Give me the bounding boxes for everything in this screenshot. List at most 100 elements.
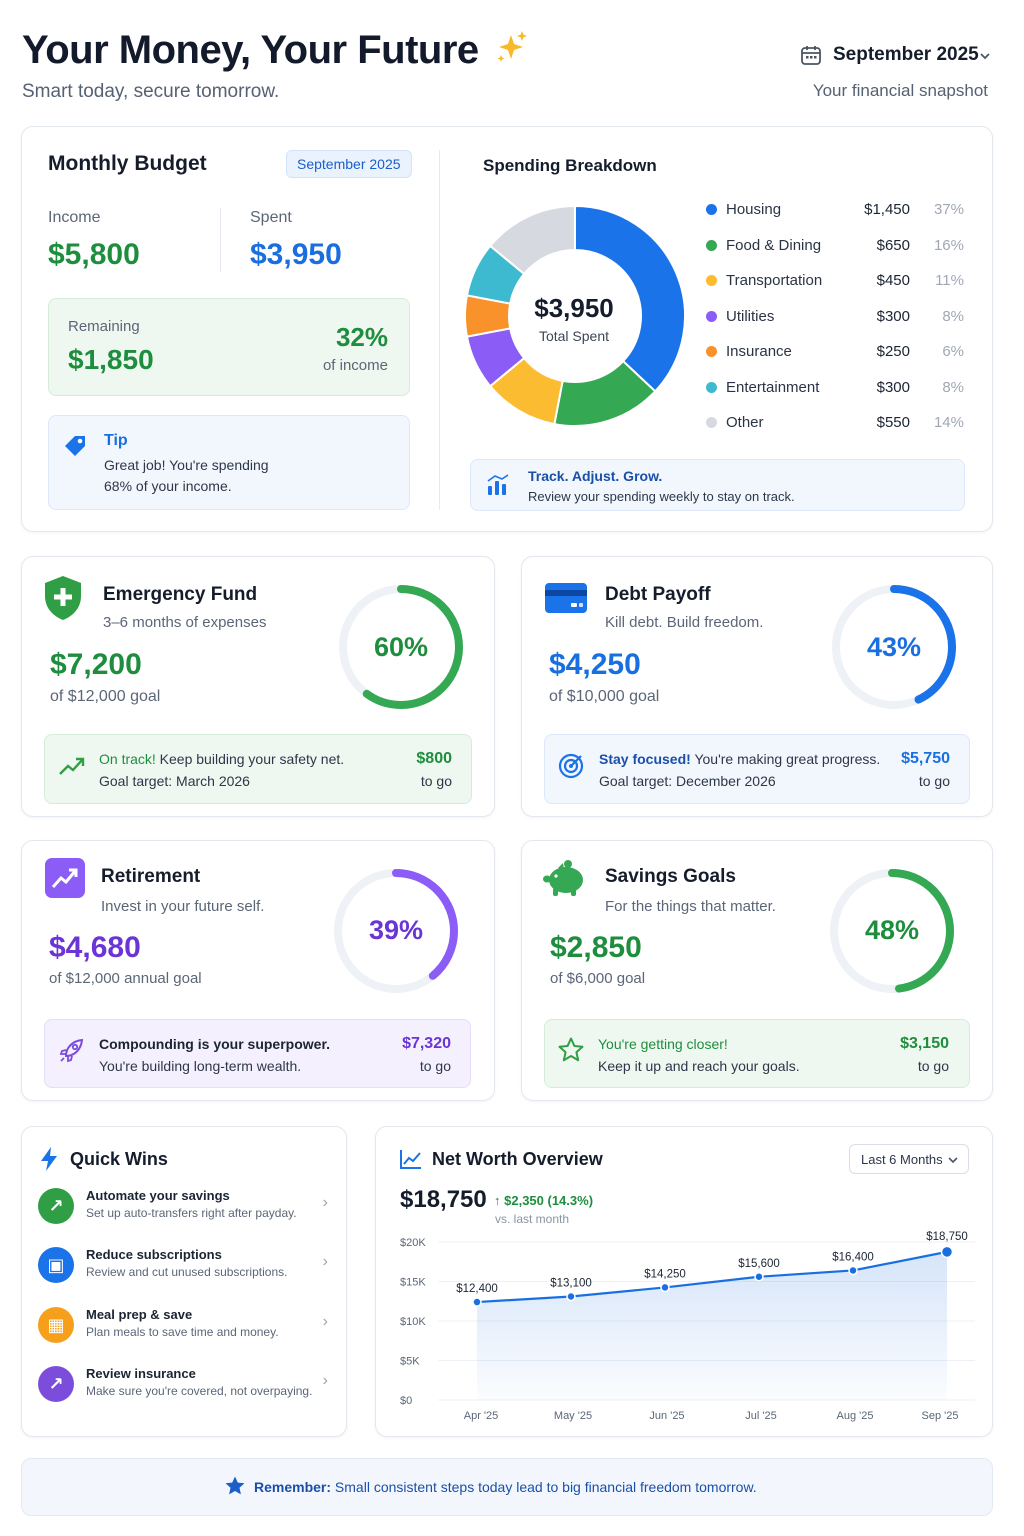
legend-pct: 6% [942, 343, 964, 360]
legend-item: Insurance $250 6% [706, 342, 964, 362]
ring-progress [832, 585, 956, 709]
retirement-subtitle: Invest in your future self. [101, 898, 265, 915]
legend-pct: 37% [933, 201, 964, 218]
legend-name: Other [726, 414, 764, 431]
debt-title: Debt Payoff [605, 584, 711, 605]
legend-item: Transportation $450 11% [706, 271, 964, 291]
legend-name: Entertainment [726, 378, 820, 396]
quick-win-item[interactable]: ▣ Reduce subscriptions Review and cut un… [38, 1243, 334, 1289]
legend-name: Housing [726, 201, 782, 218]
quick-wins-title: Quick Wins [70, 1149, 168, 1169]
quick-win-title: Reduce subscriptions [86, 1247, 222, 1262]
month-selector[interactable]: September 2025 [800, 42, 996, 70]
divider [220, 208, 221, 272]
chevron-right-icon: › [322, 1194, 328, 1211]
y-tick-label: $5K [400, 1356, 420, 1368]
x-tick-label: Sep '25 [922, 1410, 959, 1422]
emergency-progress-ring [339, 585, 463, 709]
debt-value: $4,250 [549, 648, 641, 681]
quick-win-title: Review insurance [86, 1366, 196, 1381]
y-tick-label: $15K [400, 1277, 426, 1289]
legend-pct: 16% [933, 236, 964, 254]
chevron-right-icon: › [322, 1253, 328, 1270]
month-selector-label: September 2025 [833, 44, 979, 65]
debt-subtitle: Kill debt. Build freedom. [605, 614, 764, 631]
range-dropdown[interactable]: Last 6 Months [849, 1144, 969, 1174]
legend-amount: $300 [876, 307, 910, 325]
data-point [660, 1282, 670, 1293]
legend-dot [706, 310, 717, 322]
net-worth-value: $18,750 [400, 1186, 487, 1213]
retirement-note-sub: You're building long-term wealth. [99, 1058, 302, 1074]
shield-plus-icon [45, 576, 81, 620]
legend-name: Insurance [726, 343, 792, 360]
bar-chart-icon [487, 474, 509, 495]
rocket-icon [59, 1038, 84, 1063]
quick-win-desc: Set up auto-transfers right after payday… [86, 1206, 297, 1220]
ring-progress [334, 869, 458, 993]
quick-win-item[interactable]: ▦ Meal prep & save Plan meals to save ti… [38, 1303, 334, 1349]
page-title: Your Money, Your Future [22, 28, 529, 73]
x-tick-label: Apr '25 [464, 1410, 499, 1422]
subscription-icon: ▣ [38, 1247, 74, 1283]
quick-win-desc: Review and cut unused subscriptions. [86, 1265, 288, 1279]
savings-subtitle: For the things that matter. [605, 898, 776, 915]
legend-amount: $550 [876, 414, 910, 431]
savings-note-title: You're getting closer! [598, 1036, 728, 1052]
legend-pct: 8% [942, 378, 964, 396]
legend-dot [706, 239, 717, 251]
budget-title: Monthly Budget [48, 152, 207, 175]
savings-progress-ring [830, 869, 954, 993]
debt-note [544, 734, 970, 804]
trending-up-icon [59, 757, 85, 775]
savings-note-sub: Keep it up and reach your goals. [598, 1058, 800, 1074]
credit-card-icon [545, 583, 587, 613]
spent-label: Spent [250, 209, 292, 226]
debt-progress-ring [832, 585, 956, 709]
legend-dot [706, 275, 717, 286]
line-chart-icon [400, 1150, 421, 1169]
star-outline-icon [558, 1037, 584, 1062]
data-point [472, 1297, 482, 1307]
quick-win-desc: Plan meals to save time and money. [86, 1325, 279, 1339]
savings-remain-label: to go [917, 1058, 949, 1074]
y-tick-label: $0 [400, 1395, 412, 1407]
footer-message: Remember: Small consistent steps today l… [224, 1475, 757, 1497]
spending-note-text: Review your spending weekly to stay on t… [528, 489, 795, 504]
legend-pct: 8% [942, 307, 964, 325]
target-icon [558, 753, 584, 779]
quick-win-item[interactable]: ↗ Review insurance Make sure you're cove… [38, 1362, 334, 1408]
income-label: Income [48, 209, 101, 226]
emergency-pct: 60% [373, 632, 429, 662]
legend-dot [706, 204, 717, 215]
donut-total-label: Total Spent [538, 328, 610, 344]
net-worth-title: Net Worth Overview [432, 1149, 603, 1169]
remaining-label: Remaining [68, 318, 140, 335]
y-tick-label: $10K [400, 1316, 426, 1328]
data-label: $12,400 [456, 1283, 498, 1295]
emergency-goal: of $12,000 goal [50, 688, 161, 705]
spending-note [470, 459, 965, 511]
debt-remain: $5,750 [901, 750, 950, 767]
quick-win-item[interactable]: ↗ Automate your savings Set up auto-tran… [38, 1184, 334, 1230]
legend-amount: $450 [876, 272, 910, 289]
emergency-remain: $800 [416, 750, 452, 767]
savings-title: Savings Goals [605, 866, 736, 887]
emergency-subtitle: 3–6 months of expenses [103, 614, 267, 631]
emergency-remain-label: to go [420, 773, 452, 789]
legend-name: Utilities [726, 307, 775, 325]
data-point [754, 1272, 764, 1282]
area-fill [477, 1251, 947, 1400]
retirement-goal: of $12,000 annual goal [49, 970, 202, 987]
emergency-title: Emergency Fund [103, 584, 258, 605]
x-tick-label: Jun '25 [649, 1410, 684, 1422]
divider [439, 150, 440, 510]
piggy-bank-icon [543, 860, 583, 896]
ring-progress [830, 869, 954, 993]
legend-item: Other $550 14% [706, 413, 964, 433]
calendar-icon [801, 46, 821, 65]
net-worth-chart: $20K $15K $10K $5K $0 $12,400 Apr '25 $13,100 Ma… [400, 1231, 975, 1422]
debt-note-sub: Goal target: December 2026 [599, 773, 776, 789]
footer-banner [21, 1458, 993, 1516]
savings-remain: $3,150 [900, 1035, 949, 1052]
